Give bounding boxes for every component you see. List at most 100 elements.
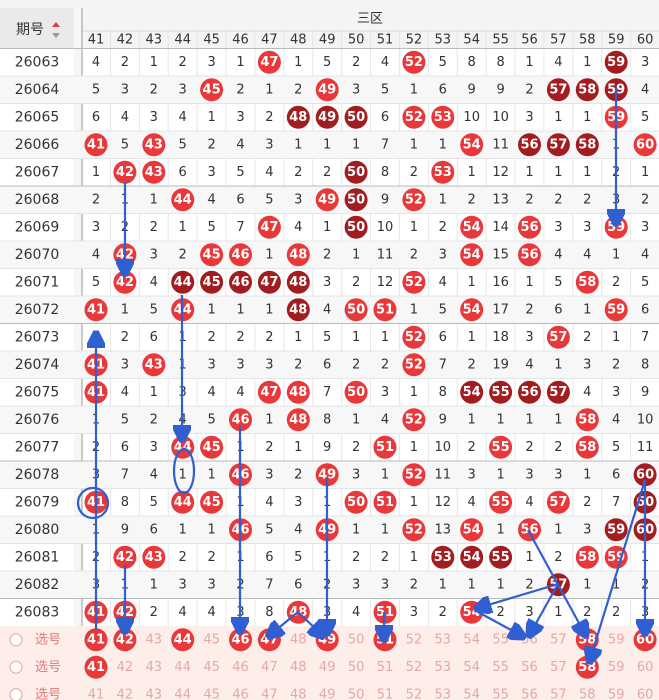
pick-number[interactable]: 52 <box>406 660 423 675</box>
pick-number[interactable]: 48 <box>290 687 307 700</box>
miss-count: 3 <box>265 357 273 372</box>
pick-number[interactable]: 55 <box>492 632 509 647</box>
pick-number[interactable]: 59 <box>608 632 625 647</box>
arrow <box>478 582 559 608</box>
pick-number[interactable]: 48 <box>290 632 307 647</box>
pick-number[interactable]: 56 <box>521 660 538 675</box>
pick-number[interactable]: 55 <box>492 687 509 700</box>
miss-count: 6 <box>265 550 273 565</box>
ball-number: 52 <box>405 467 423 482</box>
ball-number: 54 <box>463 137 481 152</box>
pick-number[interactable]: 51 <box>377 687 394 700</box>
miss-count: 5 <box>641 275 649 290</box>
pick-number[interactable]: 44 <box>174 660 191 675</box>
pick-number[interactable]: 47 <box>261 660 278 675</box>
pick-label[interactable]: 选号 <box>35 632 61 647</box>
pick-number[interactable]: 45 <box>203 632 220 647</box>
pick-number[interactable]: 52 <box>406 687 423 700</box>
ball-number: 52 <box>405 55 423 70</box>
pick-number[interactable]: 43 <box>146 660 163 675</box>
ball-number: 53 <box>434 165 452 180</box>
pick-number[interactable]: 43 <box>146 632 163 647</box>
pick-number[interactable]: 59 <box>608 660 625 675</box>
pick-ball[interactable] <box>171 628 195 652</box>
pick-number[interactable]: 59 <box>608 687 625 700</box>
pick-number[interactable]: 56 <box>521 632 538 647</box>
issue: 26064 <box>15 82 60 98</box>
pick-ball[interactable] <box>84 655 108 679</box>
pick-number[interactable]: 50 <box>348 632 365 647</box>
ball-number: 52 <box>405 192 423 207</box>
pick-number[interactable]: 44 <box>174 687 191 700</box>
miss-count: 12 <box>492 165 509 180</box>
miss-count: 2 <box>294 82 302 97</box>
pick-number[interactable]: 41 <box>88 687 105 700</box>
pick-number[interactable]: 53 <box>435 687 452 700</box>
miss-count: 3 <box>207 577 215 592</box>
pick-number[interactable]: 50 <box>348 660 365 675</box>
pick-number[interactable]: 57 <box>550 632 567 647</box>
pick-number[interactable]: 53 <box>435 632 452 647</box>
miss-count: 9 <box>496 82 504 97</box>
pick-number[interactable]: 42 <box>117 687 134 700</box>
ball <box>200 490 224 514</box>
issue: 26081 <box>15 549 60 565</box>
miss-count: 5 <box>439 302 447 317</box>
pick-number[interactable]: 48 <box>290 660 307 675</box>
pick-number[interactable]: 60 <box>637 660 654 675</box>
pick-number[interactable]: 45 <box>203 687 220 700</box>
pick-label[interactable]: 选号 <box>35 687 61 700</box>
pick-number[interactable]: 54 <box>463 687 480 700</box>
column-number: 47 <box>261 33 278 48</box>
pick-number[interactable]: 53 <box>435 660 452 675</box>
miss-count: 2 <box>265 440 273 455</box>
miss-count: 3 <box>294 192 302 207</box>
ball <box>286 105 310 129</box>
pick-number[interactable]: 55 <box>492 660 509 675</box>
ball <box>546 133 570 157</box>
ball-number: 49 <box>318 467 336 482</box>
pick-number[interactable]: 56 <box>521 687 538 700</box>
pick-number[interactable]: 45 <box>203 660 220 675</box>
ball <box>142 160 166 184</box>
miss-count: 1 <box>410 495 418 510</box>
pick-number[interactable]: 57 <box>550 687 567 700</box>
radio <box>9 660 23 674</box>
ball <box>286 270 310 294</box>
pick-number[interactable]: 43 <box>146 687 163 700</box>
pick-number[interactable]: 54 <box>463 632 480 647</box>
pick-number[interactable]: 54 <box>463 660 480 675</box>
issue: 26068 <box>15 192 60 208</box>
issue: 26075 <box>15 384 60 400</box>
pick-number[interactable]: 52 <box>406 632 423 647</box>
miss-count: 4 <box>265 495 273 510</box>
pick-number[interactable]: 42 <box>117 660 134 675</box>
miss-count: 18 <box>492 330 509 345</box>
ball-number: 53 <box>434 110 452 125</box>
pick-number[interactable]: 50 <box>348 687 365 700</box>
ball-number: 45 <box>203 495 221 510</box>
miss-count: 6 <box>381 110 389 125</box>
miss-count: 1 <box>554 165 562 180</box>
pick-number[interactable]: 58 <box>579 687 596 700</box>
pick-number[interactable]: 49 <box>319 660 336 675</box>
miss-count: 4 <box>236 137 244 152</box>
ball <box>402 325 426 349</box>
pick-number[interactable]: 46 <box>232 687 249 700</box>
pick-number[interactable]: 51 <box>377 660 394 675</box>
pick-number[interactable]: 60 <box>637 687 654 700</box>
pick-number[interactable]: 49 <box>319 687 336 700</box>
miss-count: 6 <box>641 302 649 317</box>
pick-number[interactable]: 57 <box>550 660 567 675</box>
pick-number[interactable]: 47 <box>261 687 278 700</box>
pick-label[interactable]: 选号 <box>35 660 61 675</box>
top-strip <box>0 0 659 8</box>
pick-number[interactable]: 46 <box>232 660 249 675</box>
miss-count: 4 <box>612 412 620 427</box>
ball-number: 54 <box>463 385 481 400</box>
ball <box>604 518 628 542</box>
miss-count: 5 <box>265 192 273 207</box>
pick-ball[interactable] <box>84 628 108 652</box>
miss-count: 6 <box>323 357 331 372</box>
miss-count: 3 <box>265 137 273 152</box>
